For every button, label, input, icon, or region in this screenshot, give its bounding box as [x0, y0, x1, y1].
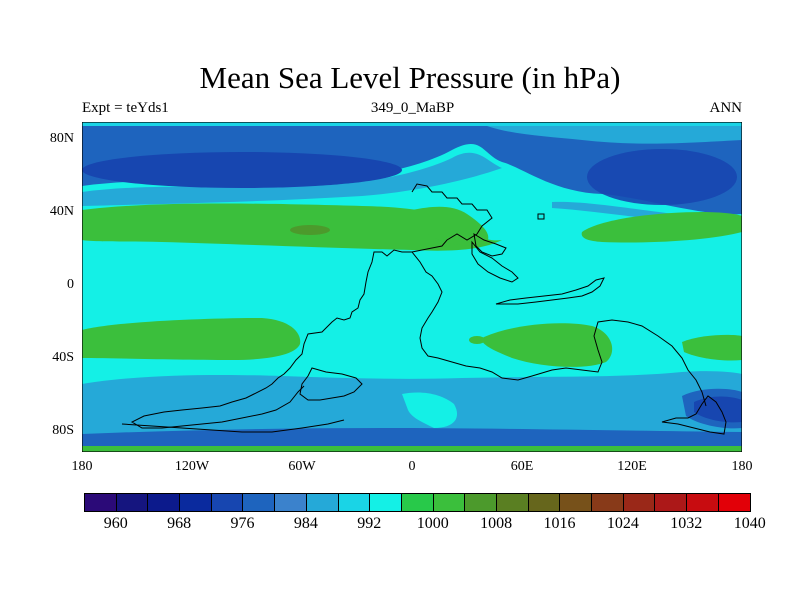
coastline-north-peninsula: [473, 233, 507, 257]
coastlines: [121, 183, 727, 435]
colorbar-label: 1016: [543, 515, 576, 532]
colorbar-label: 1024: [606, 515, 639, 532]
colorbar-swatch: [433, 494, 466, 511]
lon-tick-label: 180: [71, 459, 93, 474]
colorbar-swatch: [623, 494, 656, 511]
lat-tick-label: 80S: [52, 423, 74, 438]
colorbar-swatch: [338, 494, 371, 511]
colorbar-label: 1032: [670, 515, 703, 532]
lat-tick-label: 80N: [49, 131, 74, 146]
coastline-east-island: [471, 240, 519, 283]
contour-north-high-west: [82, 203, 502, 251]
colorbar-swatch: [370, 494, 402, 511]
chart-title: Mean Sea Level Pressure (in hPa): [199, 60, 621, 95]
colorbar: [84, 493, 752, 512]
coastline-central-continent: [411, 251, 707, 407]
contour-north-band: [82, 122, 742, 225]
contour-south-pocket: [402, 392, 458, 428]
colorbar-swatch: [85, 494, 117, 511]
colorbar-swatch: [592, 494, 624, 511]
contour-south-high-west: [82, 318, 301, 360]
colorbar-label: 992: [357, 515, 382, 532]
season-label: ANN: [709, 100, 743, 116]
pressure-map: [82, 122, 742, 452]
contour-north-high-mid: [412, 206, 489, 246]
lon-tick-label: 60W: [288, 459, 316, 474]
colorbar-swatch: [718, 494, 751, 511]
colorbar-swatch: [401, 494, 434, 511]
colorbar-label: 984: [293, 515, 318, 532]
contour-south-high-small: [469, 336, 485, 344]
lon-tick-label: 180: [731, 459, 753, 474]
contour-south-high-east: [682, 334, 742, 361]
colorbar-label: 1000: [416, 515, 449, 532]
contour-north-deep-low: [82, 152, 402, 188]
coastline-northern-continent: [130, 183, 493, 429]
coastline-southwest-landmass: [299, 367, 363, 401]
colorbar-swatch: [465, 494, 497, 511]
contour-north-high-east: [581, 212, 742, 243]
contour-cap-strip: [82, 122, 742, 126]
lon-tick-label: 60E: [510, 459, 534, 474]
colorbar-label: 968: [167, 515, 192, 532]
colorbar-label: 960: [103, 515, 128, 532]
colorbar-swatch: [687, 494, 719, 511]
experiment-label: Expt = teYds1: [82, 100, 169, 116]
contour-south-deep-low: [694, 396, 742, 423]
colorbar-swatch: [243, 494, 276, 511]
time-label: 349_0_MaBP: [370, 100, 455, 116]
colorbar-swatch: [655, 494, 688, 511]
contour-antarctic-edge: [82, 446, 742, 452]
contour-south-high-mid: [481, 323, 613, 367]
colorbar-label: 976: [230, 515, 255, 532]
colorbar-swatch: [180, 494, 212, 511]
colorbar-swatch: [496, 494, 529, 511]
contour-north-east-low: [587, 149, 737, 205]
colorbar-swatch: [275, 494, 307, 511]
lat-tick-label: 0: [67, 277, 74, 292]
coastline-south-strip: [121, 419, 345, 433]
coastline-north-island: [537, 213, 545, 220]
contour-south-low: [82, 388, 742, 452]
colorbar-swatch: [560, 494, 592, 511]
lon-tick-label: 120W: [174, 459, 210, 474]
colorbar-swatch: [116, 494, 149, 511]
contour-north-high-core: [290, 225, 330, 235]
lat-tick-label: 40S: [52, 350, 74, 365]
colorbar-swatch: [148, 494, 181, 511]
colorbar-label: 1040: [733, 515, 766, 532]
coastline-east-arm: [495, 277, 605, 305]
lon-tick-label: 0: [408, 459, 416, 474]
colorbar-swatch: [306, 494, 339, 511]
colorbar-swatch: [528, 494, 561, 511]
contour-north-low: [82, 122, 742, 215]
colorbar-swatch: [211, 494, 244, 511]
lat-tick-label: 40N: [49, 204, 74, 219]
lon-tick-label: 120E: [617, 459, 647, 474]
colorbar-label: 1008: [480, 515, 513, 532]
coastline-southeast-landmass: [661, 395, 727, 435]
